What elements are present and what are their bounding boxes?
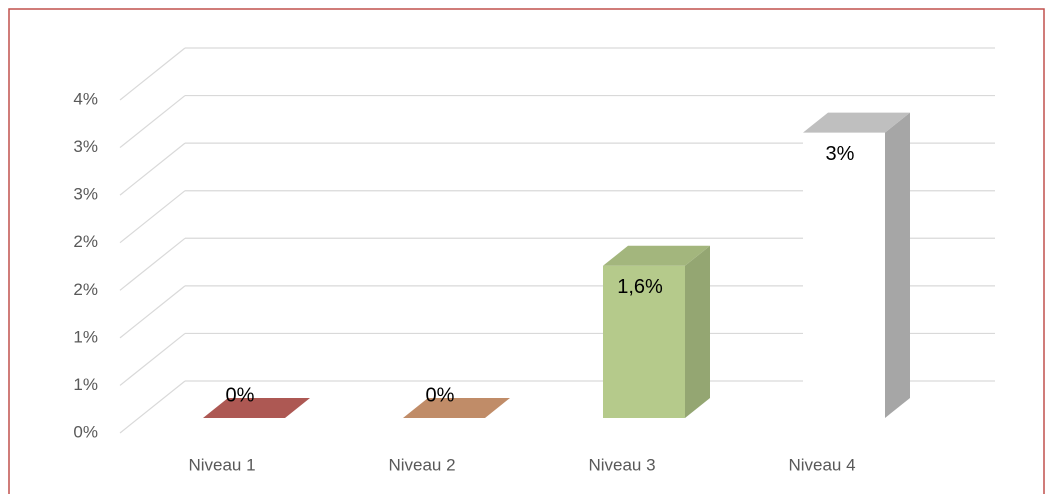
bar-top xyxy=(603,245,710,266)
bar-top xyxy=(203,398,310,418)
x-tick-label: Niveau 2 xyxy=(388,455,455,474)
bar-side xyxy=(685,245,710,418)
y-tick-label: 1% xyxy=(73,375,98,394)
data-label: 0% xyxy=(426,384,455,406)
x-tick-label: Niveau 1 xyxy=(188,455,255,474)
x-tick-label: Niveau 4 xyxy=(788,455,855,474)
data-label: 0% xyxy=(226,384,255,406)
bar-side xyxy=(885,112,910,419)
y-tick-label: 0% xyxy=(73,422,98,441)
x-tick-label: Niveau 3 xyxy=(588,455,655,474)
y-tick-label: 2% xyxy=(73,232,98,251)
grid-line-side xyxy=(119,285,186,339)
bar-front xyxy=(803,132,885,419)
grid-line-side xyxy=(119,332,186,386)
bar-front xyxy=(603,265,685,418)
data-label: 3% xyxy=(826,143,855,165)
bar-top xyxy=(803,112,910,133)
grid-line-side xyxy=(119,380,186,434)
grid-line-side xyxy=(119,237,186,291)
grid-line-side xyxy=(119,95,186,149)
bar-top xyxy=(403,398,510,418)
y-tick-label: 2% xyxy=(73,280,98,299)
grid-line-side xyxy=(119,47,186,101)
grid-line-side xyxy=(119,142,186,196)
y-tick-label: 4% xyxy=(73,89,98,108)
y-tick-label: 3% xyxy=(73,185,98,204)
y-tick-label: 1% xyxy=(73,327,98,346)
y-tick-label: 3% xyxy=(73,137,98,156)
grid-line-side xyxy=(119,190,186,244)
data-label: 1,6% xyxy=(617,276,663,298)
